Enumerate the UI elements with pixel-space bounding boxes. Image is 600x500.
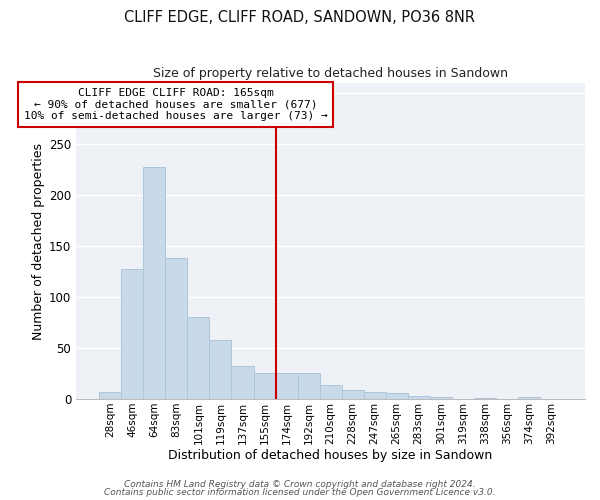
- Bar: [187, 318, 209, 399]
- Bar: [474, 398, 496, 399]
- Text: Contains HM Land Registry data © Crown copyright and database right 2024.: Contains HM Land Registry data © Crown c…: [124, 480, 476, 489]
- Bar: [209, 340, 232, 399]
- Bar: [121, 268, 143, 399]
- Bar: [143, 166, 166, 399]
- Bar: [275, 372, 298, 399]
- Bar: [166, 258, 187, 399]
- Bar: [407, 396, 430, 399]
- Bar: [100, 392, 121, 399]
- Bar: [320, 385, 341, 399]
- Text: CLIFF EDGE CLIFF ROAD: 165sqm
← 90% of detached houses are smaller (677)
10% of : CLIFF EDGE CLIFF ROAD: 165sqm ← 90% of d…: [23, 88, 327, 121]
- Bar: [341, 390, 364, 399]
- Bar: [364, 392, 386, 399]
- X-axis label: Distribution of detached houses by size in Sandown: Distribution of detached houses by size …: [169, 450, 493, 462]
- Bar: [386, 393, 407, 399]
- Bar: [254, 372, 275, 399]
- Bar: [232, 366, 254, 399]
- Title: Size of property relative to detached houses in Sandown: Size of property relative to detached ho…: [153, 68, 508, 80]
- Text: CLIFF EDGE, CLIFF ROAD, SANDOWN, PO36 8NR: CLIFF EDGE, CLIFF ROAD, SANDOWN, PO36 8N…: [125, 10, 476, 25]
- Y-axis label: Number of detached properties: Number of detached properties: [32, 142, 45, 340]
- Text: Contains public sector information licensed under the Open Government Licence v3: Contains public sector information licen…: [104, 488, 496, 497]
- Bar: [298, 372, 320, 399]
- Bar: [518, 397, 540, 399]
- Bar: [430, 397, 452, 399]
